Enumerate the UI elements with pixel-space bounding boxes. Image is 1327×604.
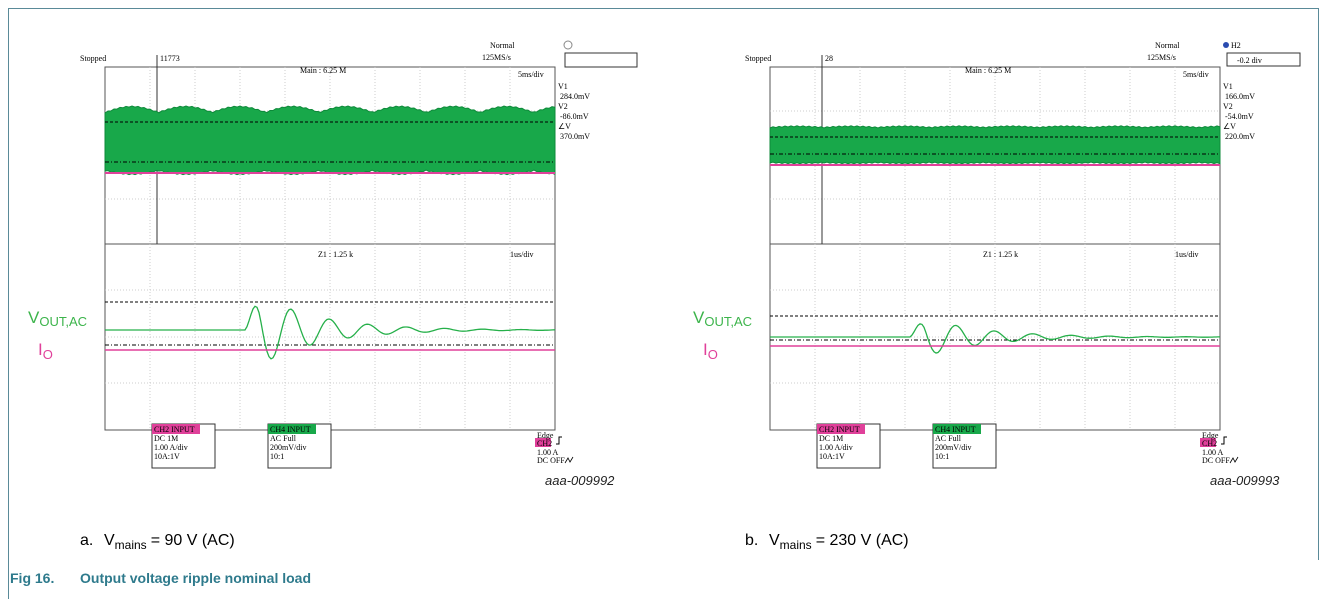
figure-code: aaa-009993 [1210, 473, 1280, 488]
io-label: IO [38, 340, 53, 362]
caption-text: Vmains= 230 V (AC) [769, 532, 909, 552]
zoom-timebase: 1us/div [1175, 250, 1199, 259]
trigger-setting: CH2 [1202, 439, 1217, 448]
channel-setting: 10:1 [270, 452, 284, 461]
cursor-readout: ∠V [558, 122, 571, 131]
caption-subscript: mains [780, 538, 812, 552]
cursor-readout: V2 [558, 102, 568, 111]
timebase: 5ms/div [1183, 70, 1209, 79]
zoom-main: Main : 6.25 M [965, 66, 1011, 75]
vout-subscript: OUT,AC [39, 314, 87, 329]
edge-icon [1221, 437, 1227, 444]
channel-setting: CH2 INPUT [154, 425, 195, 434]
channel-setting: AC Full [270, 434, 297, 443]
figure: Fig 16. Output voltage ripple nominal lo… [0, 0, 1327, 599]
cursor-readout: V1 [1223, 82, 1233, 91]
sample-rate: 125MS/s [1147, 53, 1176, 62]
status-icon [564, 41, 572, 49]
io-label: IO [703, 340, 718, 362]
channel-setting: 200mV/div [270, 443, 306, 452]
figure-code: aaa-009992 [545, 473, 615, 488]
status: Stopped [80, 54, 106, 63]
sample-rate: 125MS/s [482, 53, 511, 62]
trigger-marker: 11773 [160, 54, 180, 63]
trigger-marker: 28 [825, 54, 833, 63]
cursor-readout: ∠V [1223, 122, 1236, 131]
zoom-main: Main : 6.25 M [300, 66, 346, 75]
mode: Normal [490, 41, 515, 50]
cursor-readout: 220.0mV [1225, 132, 1255, 141]
channel-setting: CH2 INPUT [819, 425, 860, 434]
caption-letter: b. [745, 532, 758, 549]
channel-setting: 10A:1V [819, 452, 845, 461]
coupling-icon [565, 457, 573, 463]
ripple-band [770, 126, 1220, 164]
coupling-icon [1230, 457, 1238, 463]
cursor-readout: 284.0mV [560, 92, 590, 101]
trigger-setting: CH2 [537, 439, 552, 448]
cursor-readout: 166.0mV [1225, 92, 1255, 101]
channel-setting: 10:1 [935, 452, 949, 461]
figure-title: Output voltage ripple nominal load [80, 570, 311, 586]
cursor-readout: V2 [1223, 102, 1233, 111]
cursor-readout: -86.0mV [560, 112, 589, 121]
caption-subscript: mains [115, 538, 147, 552]
status: Stopped [745, 54, 771, 63]
channel-setting: 10A:1V [154, 452, 180, 461]
position-value: -0.2 div [1237, 56, 1262, 65]
ripple-band [105, 106, 555, 175]
caption-text: Vmains= 90 V (AC) [104, 532, 235, 552]
channel-setting: CH4 INPUT [935, 425, 976, 434]
io-subscript: O [708, 347, 718, 362]
edge-icon [556, 437, 562, 444]
zoom-info: Z1 : 1.25 k [983, 250, 1018, 259]
scope-panel: Stopped 11773 Normal 125MS/s Main : 6.25 M 5m… [28, 41, 637, 552]
trigger-setting: DC OFF [1202, 456, 1230, 465]
cursor-readout: 370.0mV [560, 132, 590, 141]
trigger-setting: DC OFF [537, 456, 565, 465]
vout-label: VOUT,AC [693, 308, 752, 329]
channel-setting: 200mV/div [935, 443, 971, 452]
vout-label: VOUT,AC [28, 308, 87, 329]
channel-setting: DC 1M [819, 434, 843, 443]
channel-setting: DC 1M [154, 434, 178, 443]
position-label: H2 [1231, 41, 1241, 50]
channel-setting: AC Full [935, 434, 962, 443]
zoom-info: Z1 : 1.25 k [318, 250, 353, 259]
zoom-timebase: 1us/div [510, 250, 534, 259]
position-box [565, 53, 637, 67]
mode: Normal [1155, 41, 1180, 50]
channel-setting: 1.00 A/div [154, 443, 188, 452]
cursor-readout: -54.0mV [1225, 112, 1254, 121]
caption-letter: a. [80, 532, 93, 549]
cursor-readout: V1 [558, 82, 568, 91]
caption-rest: = 230 V (AC) [816, 532, 909, 549]
io-subscript: O [43, 347, 53, 362]
timebase: 5ms/div [518, 70, 544, 79]
vout-subscript: OUT,AC [704, 314, 752, 329]
channel-setting: CH4 INPUT [270, 425, 311, 434]
figure-number: Fig 16. [10, 570, 54, 586]
scope-panel: Stopped 28 Normal 125MS/s Main : 6.25 M 5ms/d… [693, 41, 1300, 552]
channel-setting: 1.00 A/div [819, 443, 853, 452]
position-icon [1223, 42, 1229, 48]
caption-rest: = 90 V (AC) [151, 532, 235, 549]
